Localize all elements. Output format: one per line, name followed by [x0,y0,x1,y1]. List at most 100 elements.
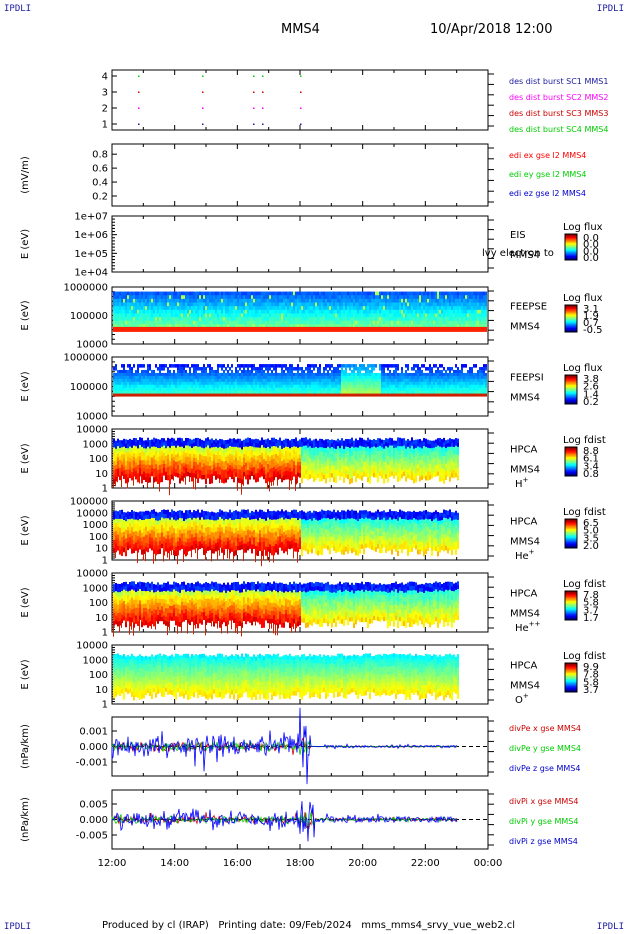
x-tick-label: 14:00 [160,858,189,869]
species-label: O+ [515,692,529,706]
legend-entry: des dist burst SC1 MMS1 [509,77,608,86]
y-tick-label: 0.000 [79,815,108,826]
colorbar-tick-label: 5.8 [583,598,599,609]
burst-marker [300,123,302,125]
y-tick-label: 10 [95,613,108,624]
colorbar-tick-label: 5.0 [583,526,599,537]
colorbar-title: Log flux [563,293,603,304]
instrument-label: HPCA [510,445,538,456]
instrument-label: HPCA [510,589,538,600]
legend-entry: divPi y gse MMS4 [509,817,578,826]
series-trace [111,707,458,785]
y-tick-label: 1000 [83,520,108,531]
y-tick-label: 0.2 [92,192,108,203]
footer-credit: Produced by cl (IRAP) Printing date: 09/… [102,920,516,931]
spacecraft-label: MMS4 [510,681,540,692]
y-axis-label: E (eV) [20,587,31,617]
y-tick-label: 3 [102,88,108,99]
legend-entry: des dist burst SC2 MMS2 [509,93,608,102]
y-tick-label: 10 [95,544,108,555]
y-axis-label: (nPa/km) [20,797,31,842]
y-tick-label: 1 [102,556,108,567]
y-tick-label: 100 [89,454,108,465]
y-axis-label: E (eV) [20,300,31,330]
colorbar-tick-label: 3.7 [583,685,599,696]
burst-marker [138,75,140,77]
species-charge: ++ [529,620,541,628]
colorbar-tick-label: 2.6 [583,382,599,393]
burst-marker [138,91,140,93]
colorbar-tick-label: 7.8 [583,590,599,601]
burst-marker [202,75,204,77]
legend: des dist burst SC1 MMS1 des dist burst SC… [509,77,608,134]
colorbar-tick-label: 1.4 [583,389,599,400]
burst-marker [300,91,302,93]
panel-frame [111,69,489,131]
burst-marker [262,75,264,77]
spacecraft-label: MMS4 [510,465,540,476]
colorbar-tick-label: 8.8 [583,446,599,457]
x-tick-label: 16:00 [223,858,252,869]
species-charge: + [529,548,535,556]
burst-marker [138,107,140,109]
y-tick-label: 100000 [70,382,108,393]
y-tick-label: 10000 [76,641,108,652]
x-tick-label: 18:00 [286,858,315,869]
colorbar-tick-label: 6.5 [583,518,599,529]
burst-marker [253,107,255,109]
panel-feepse: 10000 100000 1000000 E (eV) FEEPSE MMS4 Log fl… [20,283,603,351]
burst-marker [202,107,204,109]
y-tick-label: 1000000 [63,353,108,364]
burst-marker [300,107,302,109]
colorbar-tick-label: 0.0 [583,240,599,251]
y-tick-label: 1000000 [63,283,108,294]
legend-entry: divPe x gse MMS4 [509,724,581,733]
spacecraft-label: MMS4 [510,537,540,548]
instrument-label: FEEPSI [510,373,544,384]
y-tick-label: 10000 [76,425,108,436]
legend: divPi x gse MMS4 divPi y gse MMS4 divPi z … [509,797,578,846]
y-axis-label: E (eV) [20,443,31,473]
colorbar-frame [564,446,578,477]
x-tick-label: 00:00 [474,858,503,869]
y-tick-label: 0.6 [92,164,108,175]
y-axis-label: E (eV) [20,229,31,259]
date-title: 10/Apr/2018 12:00 [430,22,553,37]
y-tick-label: 100 [89,532,108,543]
colorbar-tick-label: 9.9 [583,662,599,673]
colorbar-tick-label: 3.4 [583,461,599,472]
y-tick-label: 100000 [70,497,108,508]
y-axis-label: E (eV) [20,515,31,545]
colorbar-tick-label: 5.8 [583,677,599,688]
legend-entry: edi ey gse l2 MMS4 [509,170,587,179]
colorbar-frame [564,590,578,621]
colorbar-title: Log fdist [563,507,606,518]
x-tick-label: 22:00 [411,858,440,869]
corner-label-tr: IPDLI [596,4,624,14]
colorbar-frame [564,304,578,333]
colorbar-tick-label: 1.9 [583,311,599,322]
colorbar-tick-label: -0.5 [583,325,603,336]
colorbar-tick-label: 7.8 [583,670,599,681]
spacecraft-label: MMS4 [510,250,540,261]
instrument-label: HPCA [510,661,538,672]
colorbar-frame [564,662,578,693]
species-charge: + [523,476,529,484]
y-tick-label: 1e+07 [74,212,108,223]
colorbar-title: Log flux [563,222,603,233]
y-tick-label: 4 [102,72,108,83]
burst-marker [253,91,255,93]
burst-marker [202,91,204,93]
colorbar-tick-label: 0.0 [583,246,599,257]
burst-marker [202,123,204,125]
legend-entry: des dist burst SC3 MMS3 [509,109,608,118]
y-axis-label: E (eV) [20,659,31,689]
y-axis-label: E (eV) [20,371,31,401]
colorbar-tick-label: 3.1 [583,304,599,315]
overlay-label: lvy electron to [482,248,554,259]
panel-divpi: -0.005 0.000 0.005 (nPa/km) divPi x gse MMS4… [20,789,578,850]
burst-marker [262,107,264,109]
y-tick-label: 10000 [76,508,108,519]
